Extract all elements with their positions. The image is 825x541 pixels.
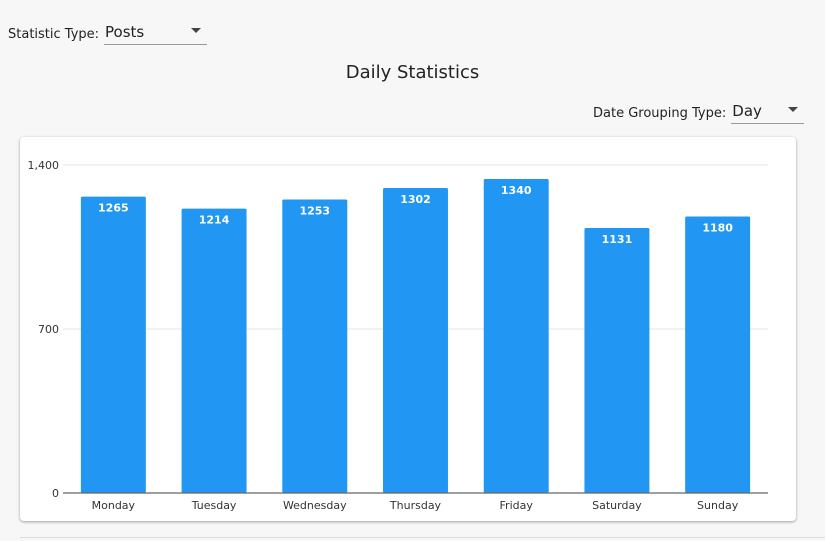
dropdown-caret-icon bbox=[788, 107, 799, 112]
bar-data-label: 1302 bbox=[400, 193, 431, 206]
bar bbox=[584, 228, 650, 493]
bar bbox=[80, 196, 146, 493]
statistic-type-label: Statistic Type: bbox=[8, 27, 100, 42]
x-tick-label: Friday bbox=[500, 499, 534, 512]
dropdown-caret-icon bbox=[191, 28, 202, 33]
bar-data-label: 1340 bbox=[501, 184, 532, 197]
statistic-type-select[interactable]: Posts bbox=[104, 19, 208, 45]
bar bbox=[685, 216, 751, 493]
y-tick-label: 700 bbox=[38, 323, 59, 336]
x-tick-label: Thursday bbox=[389, 499, 442, 512]
x-tick-label: Wednesday bbox=[283, 499, 347, 512]
statistic-type-control: Statistic Type: Posts bbox=[8, 19, 208, 45]
bar-data-label: 1265 bbox=[98, 202, 129, 215]
bar-data-label: 1253 bbox=[299, 204, 330, 217]
page-title: Daily Statistics bbox=[345, 62, 480, 83]
date-grouping-value: Day bbox=[732, 101, 762, 120]
date-grouping-select[interactable]: Day bbox=[731, 98, 805, 124]
y-tick-label: 1,400 bbox=[28, 159, 60, 172]
bar bbox=[383, 187, 448, 493]
x-tick-label: Sunday bbox=[697, 499, 739, 512]
date-grouping-label: Date Grouping Type: bbox=[593, 106, 727, 121]
x-tick-label: Saturday bbox=[592, 499, 642, 512]
bar-chart: 0 700 1,400 1265 Monday 1214 Tuesday 1253 Wednes… bbox=[28, 159, 768, 512]
bar bbox=[282, 199, 348, 493]
x-tick-label: Tuesday bbox=[191, 499, 237, 512]
date-grouping-control: Date Grouping Type: Day bbox=[593, 98, 805, 124]
y-tick-label: 0 bbox=[52, 487, 59, 500]
divider bbox=[20, 537, 825, 538]
chart-card: 0 700 1,400 1265 Monday 1214 Tuesday 1253 Wednes… bbox=[20, 137, 796, 521]
bar-data-label: 1214 bbox=[199, 214, 230, 227]
x-tick-label: Monday bbox=[92, 499, 136, 512]
bar bbox=[483, 179, 549, 494]
bar-data-label: 1131 bbox=[602, 233, 633, 246]
bar-data-label: 1180 bbox=[702, 222, 733, 235]
bar bbox=[181, 208, 247, 493]
statistic-type-value: Posts bbox=[105, 22, 145, 41]
